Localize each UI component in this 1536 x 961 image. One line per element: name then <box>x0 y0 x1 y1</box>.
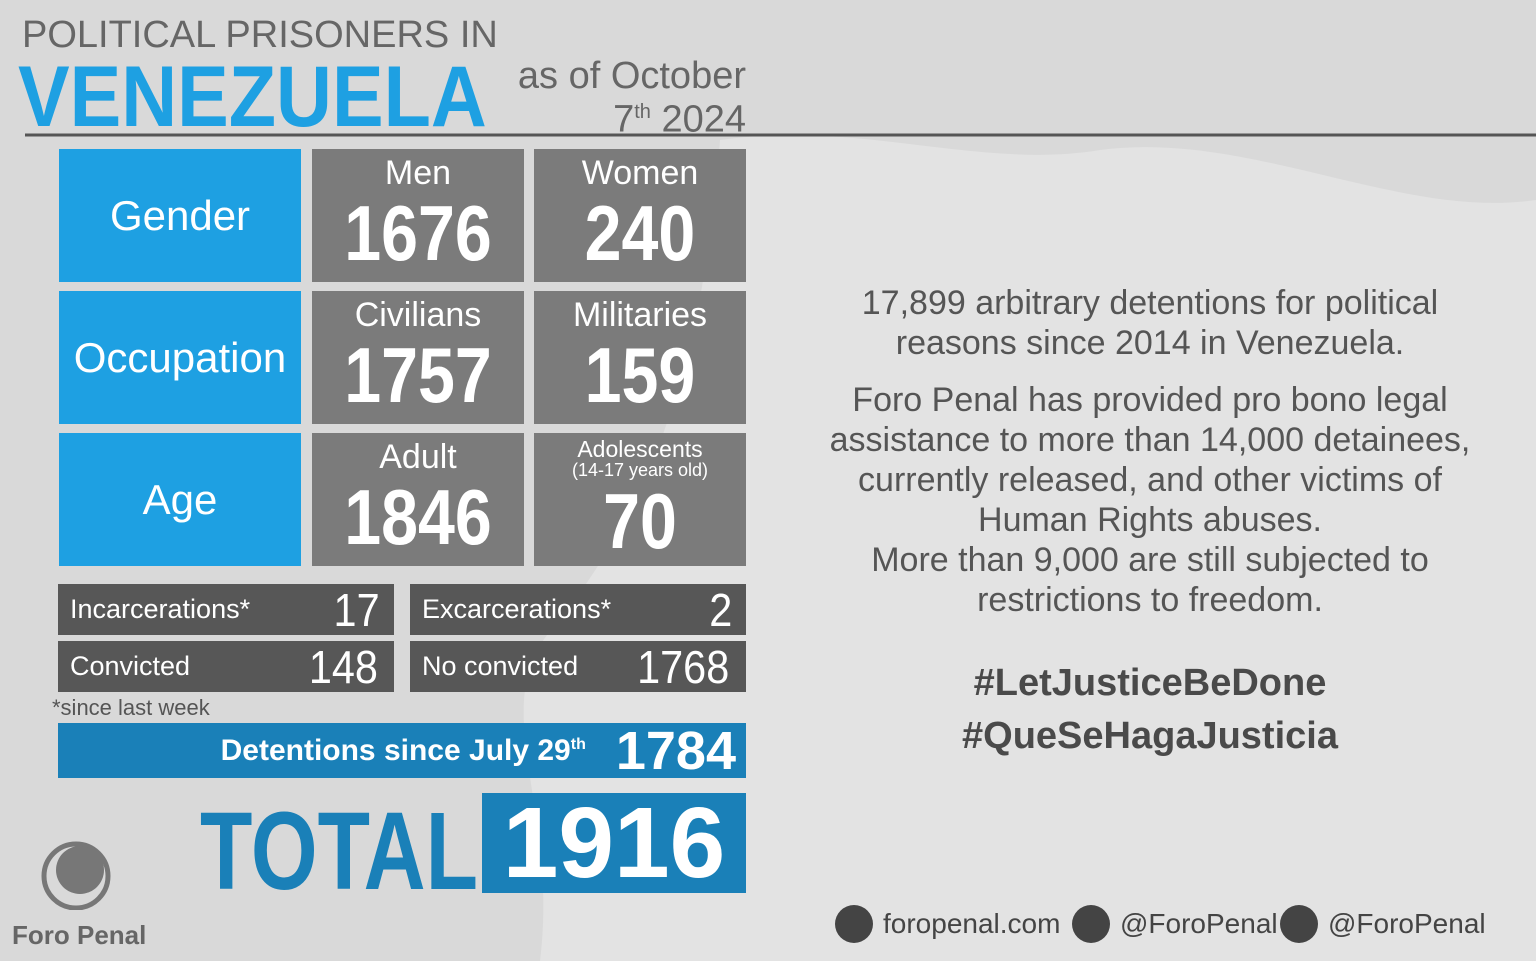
instagram-icon <box>1280 905 1318 943</box>
twitter[interactable]: @ForoPenal <box>1072 905 1278 943</box>
stat-cell: Civilians 1757 <box>312 291 524 424</box>
summary-cell: No convicted 1768 <box>410 640 746 693</box>
summary-label: Convicted <box>70 651 191 681</box>
detentions-suffix: th <box>570 735 586 753</box>
globe-icon <box>835 905 873 943</box>
stat-cell: Men 1676 <box>312 149 524 282</box>
date-prefix: as of October <box>517 55 746 97</box>
date-suffix: th <box>634 101 651 123</box>
detentions-label: Detentions since July 29 <box>220 733 571 767</box>
stat-cell: Adolescents (14-17 years old) 70 <box>534 433 746 566</box>
date: as of October 7th 2024 <box>517 55 746 141</box>
total-value: 1916 <box>482 793 746 893</box>
kicker: POLITICAL PRISONERS IN <box>22 14 498 56</box>
info-line: assistance to more than 14,000 detainees… <box>829 421 1471 459</box>
summary-value: 17 <box>333 583 380 636</box>
stat-cell: Militaries 159 <box>534 291 746 424</box>
summary-value: 148 <box>309 640 379 693</box>
website[interactable]: foropenal.com <box>835 905 1060 943</box>
cell-value: 159 <box>584 331 696 419</box>
detentions-text: Detentions since July 29th <box>221 734 586 768</box>
cell-value: 240 <box>584 189 696 277</box>
summary-label: Excarcerations* <box>422 594 612 624</box>
cell-value: 1676 <box>344 189 492 277</box>
total-label: TOTAL <box>200 790 479 913</box>
cell-label: Adolescents <box>577 436 703 462</box>
logo-mark <box>36 840 116 911</box>
cell-label: Men <box>384 154 452 192</box>
row-label: Age <box>59 433 301 566</box>
logo-text: Foro Penal <box>12 920 147 950</box>
cell-label: Civilians <box>354 296 482 334</box>
twitter-icon <box>1072 905 1110 943</box>
detentions-bar: Detentions since July 29th 1784 <box>58 721 746 781</box>
summary-cell: Excarcerations* 2 <box>410 583 746 636</box>
instagram-text[interactable]: @ForoPenal <box>1328 908 1486 939</box>
summary-label: No convicted <box>422 651 579 681</box>
info-line: currently released, and other victims of <box>858 461 1442 499</box>
stat-cell: Adult 1846 <box>312 433 524 566</box>
map-shape <box>523 135 1536 961</box>
footnote: *since last week <box>52 695 210 720</box>
summary-label: Incarcerations* <box>70 594 251 624</box>
date-day: 7 <box>613 98 635 141</box>
summary-cell: Convicted 148 <box>58 640 394 693</box>
row-label: Gender <box>59 149 301 282</box>
info-line: restrictions to freedom. <box>977 581 1323 619</box>
cell-value: 1757 <box>344 331 492 419</box>
summary-value: 2 <box>709 583 733 636</box>
date-line: 7th 2024 <box>518 94 746 141</box>
cell-value: 1846 <box>344 473 492 561</box>
info-line: More than 9,000 are still subjected to <box>871 541 1429 579</box>
info-line: 17,899 arbitrary detentions for politica… <box>861 284 1439 322</box>
cell-label: Women <box>581 154 699 192</box>
cell-label: Adult <box>379 438 457 476</box>
date-year: 2024 <box>661 98 746 141</box>
website-text[interactable]: foropenal.com <box>883 908 1061 939</box>
twitter-text[interactable]: @ForoPenal <box>1120 908 1278 939</box>
hashtag: #LetJusticeBeDone <box>973 662 1327 704</box>
cell-label: Militaries <box>572 296 708 334</box>
summary-value: 1768 <box>636 640 729 693</box>
title: VENEZUELA <box>18 49 487 145</box>
instagram[interactable]: @ForoPenal <box>1280 905 1486 943</box>
hashtag: #QueSeHagaJusticia <box>962 715 1338 757</box>
info-line: reasons since 2014 in Venezuela. <box>895 324 1405 362</box>
row-label: Occupation <box>59 291 301 424</box>
logo-icon <box>41 841 111 911</box>
info-line: Foro Penal has provided pro bono legal <box>852 381 1448 419</box>
info-line: Human Rights abuses. <box>978 501 1322 539</box>
cell-sublabel: (14-17 years old) <box>571 460 709 480</box>
stat-cell: Women 240 <box>534 149 746 282</box>
cell-value: 70 <box>603 477 677 565</box>
summary-cell: Incarcerations* 17 <box>58 583 394 636</box>
detentions-value: 1784 <box>615 720 736 781</box>
